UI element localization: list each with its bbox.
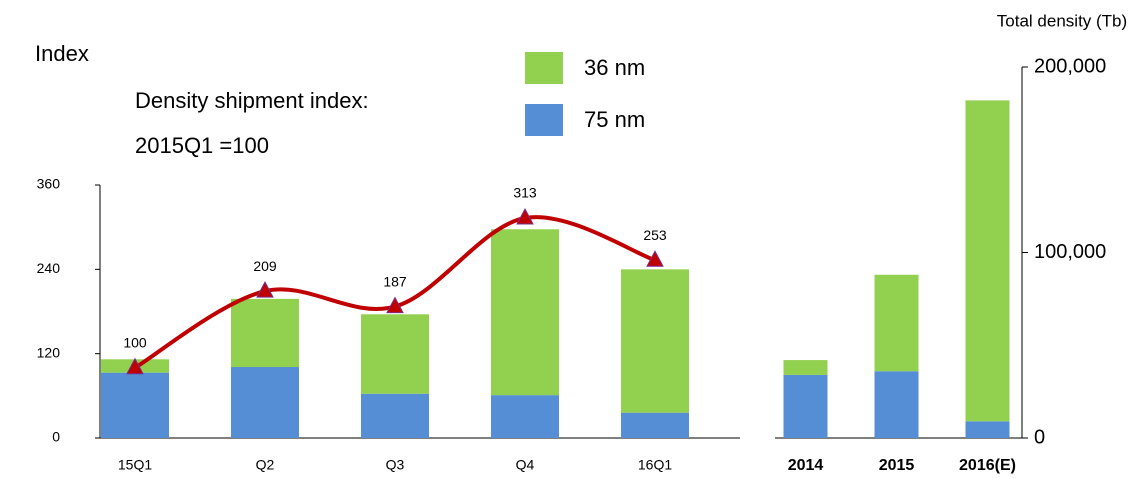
legend-label: 36 nm: [584, 55, 645, 80]
y-tick-label: 100,000: [1034, 241, 1106, 263]
bar-segment: [621, 412, 689, 438]
bar-segment: [361, 393, 429, 438]
y-axis-label: Index: [35, 41, 89, 66]
x-tick-label: 2014: [788, 457, 824, 474]
bar-segment: [621, 269, 689, 413]
y-tick-label: 0: [52, 429, 60, 445]
annotation: 2015Q1 =100: [135, 133, 269, 158]
bar-segment: [783, 374, 828, 438]
y-axis-label: Total density (Tb): [997, 11, 1127, 30]
data-label: 100: [123, 334, 147, 350]
data-label: 209: [253, 258, 277, 274]
bar-segment: [491, 229, 559, 396]
legend-swatch: [525, 104, 563, 136]
marker: [126, 357, 144, 375]
bar-segment: [965, 100, 1010, 422]
marker: [256, 281, 274, 298]
x-tick-label: Q4: [516, 457, 535, 473]
bar-segment: [783, 360, 828, 375]
x-tick-label: 2015: [879, 457, 915, 474]
x-tick-label: Q2: [256, 457, 275, 473]
data-label: 187: [383, 273, 407, 289]
bar-segment: [101, 372, 169, 438]
x-tick-label: 16Q1: [638, 457, 672, 473]
y-tick-label: 240: [37, 260, 61, 276]
y-tick-label: 200,000: [1034, 55, 1106, 77]
y-tick-label: 0: [1034, 426, 1045, 448]
legend-swatch: [525, 52, 563, 84]
data-label: 313: [513, 185, 537, 201]
bar-segment: [874, 371, 919, 438]
marker: [646, 250, 664, 267]
y-tick-label: 120: [37, 344, 61, 360]
annotation: Density shipment index:: [135, 88, 369, 113]
data-label: 253: [643, 227, 667, 243]
x-tick-label: 15Q1: [118, 457, 152, 473]
marker: [516, 207, 534, 225]
x-tick-label: 2016(E): [959, 457, 1016, 474]
x-tick-label: Q3: [386, 457, 405, 473]
y-tick-label: 360: [37, 176, 61, 192]
legend-label: 75 nm: [584, 107, 645, 132]
bar-segment: [965, 421, 1010, 438]
marker: [386, 296, 404, 314]
bar-segment: [231, 298, 299, 368]
bar-segment: [874, 274, 919, 372]
bar-segment: [491, 395, 559, 438]
bar-segment: [231, 367, 299, 438]
bar-segment: [361, 314, 429, 394]
